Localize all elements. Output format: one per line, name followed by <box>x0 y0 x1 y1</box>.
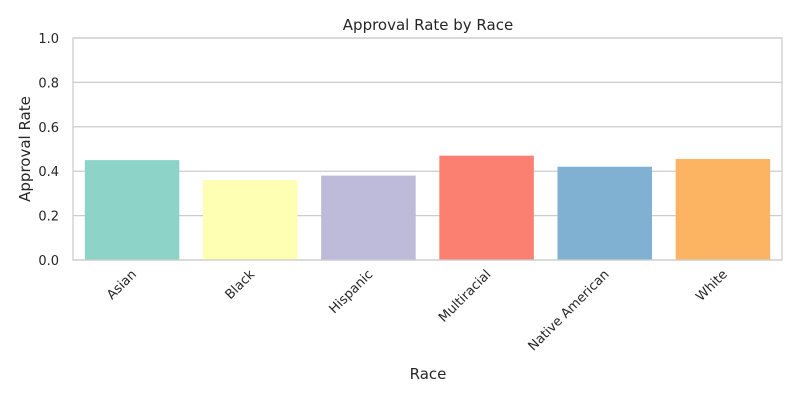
y-tick-label: 0.4 <box>38 165 59 180</box>
bar-white <box>675 158 771 260</box>
y-tick-label: 0.0 <box>38 254 59 269</box>
bar-black <box>202 180 298 260</box>
y-tick-label: 1.0 <box>38 32 59 47</box>
chart-title: Approval Rate by Race <box>343 16 513 34</box>
x-axis-title: Race <box>410 365 447 383</box>
x-tick-label: Multiracial <box>436 267 494 325</box>
y-tick-label: 0.2 <box>38 210 59 225</box>
x-tick-label: Asian <box>104 267 140 303</box>
x-tick-labels: Asian Black Hispanic Multiracial Native Amer… <box>104 267 731 354</box>
bar-asian <box>84 160 180 260</box>
bars <box>84 155 771 260</box>
y-axis-title: Approval Rate <box>16 96 34 202</box>
plot-frame <box>72 37 783 261</box>
bar-native-american <box>557 166 653 260</box>
y-tick-label: 0.6 <box>38 121 59 136</box>
x-tick-label: Black <box>223 267 259 303</box>
y-tick-label: 0.8 <box>38 76 59 91</box>
bar-multiracial <box>439 155 534 260</box>
bar-hispanic <box>321 175 416 260</box>
y-tick-labels: 0.0 0.2 0.4 0.6 0.8 1.0 <box>38 32 59 269</box>
x-tick-label: Native American <box>526 267 613 354</box>
x-tick-label: Hispanic <box>326 267 376 317</box>
x-tick-label: White <box>693 267 730 304</box>
